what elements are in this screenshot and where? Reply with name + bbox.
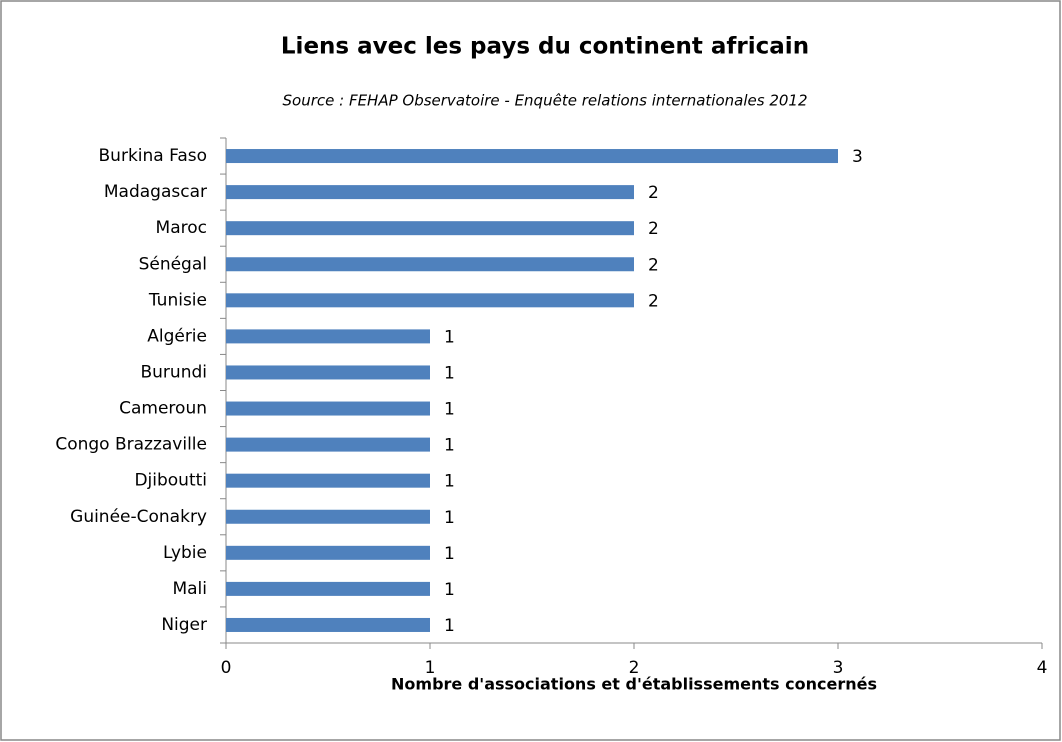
y-tick-label: Congo Brazzaville <box>55 435 207 455</box>
bar <box>226 185 634 200</box>
data-label: 2 <box>648 255 659 275</box>
bar <box>226 149 838 164</box>
bar <box>226 581 430 596</box>
data-label: 1 <box>444 544 455 564</box>
y-tick-label: Guinée-Conakry <box>70 507 207 527</box>
x-tick-label: 3 <box>833 658 844 678</box>
y-tick-label: Sénégal <box>139 254 207 274</box>
y-tick-label: Madagascar <box>104 182 207 202</box>
bar <box>226 617 430 632</box>
bar <box>226 545 430 560</box>
chart-subtitle: Source : FEHAP Observatoire - Enquête re… <box>283 92 808 110</box>
data-label: 2 <box>648 183 659 203</box>
data-label: 1 <box>444 580 455 600</box>
bar <box>226 509 430 524</box>
data-label: 2 <box>648 219 659 239</box>
data-label: 3 <box>852 147 863 167</box>
data-label: 1 <box>444 472 455 492</box>
data-label: 1 <box>444 327 455 347</box>
bar <box>226 473 430 488</box>
y-tick-label: Algérie <box>147 326 207 346</box>
bar <box>226 221 634 236</box>
y-tick-label: Niger <box>161 615 207 635</box>
data-label: 2 <box>648 291 659 311</box>
x-tick-label: 1 <box>425 658 436 678</box>
data-label: 1 <box>444 436 455 456</box>
x-tick-label: 2 <box>629 658 640 678</box>
y-tick-label: Tunisie <box>148 290 207 310</box>
bar <box>226 257 634 272</box>
y-tick-label: Burkina Faso <box>99 146 207 166</box>
bar <box>226 293 634 308</box>
y-tick-label: Mali <box>172 579 207 599</box>
y-tick-label: Djiboutti <box>134 471 207 491</box>
y-tick-label: Lybie <box>163 543 207 563</box>
chart-title: Liens avec les pays du continent africai… <box>281 34 809 60</box>
bar <box>226 365 430 380</box>
data-label: 1 <box>444 400 455 420</box>
x-tick-label: 4 <box>1037 658 1048 678</box>
y-tick-label: Burundi <box>141 362 208 382</box>
bar <box>226 329 430 344</box>
data-label: 1 <box>444 508 455 528</box>
data-label: 1 <box>444 363 455 383</box>
bar <box>226 437 430 452</box>
x-tick-label: 0 <box>221 658 232 678</box>
data-label: 1 <box>444 616 455 636</box>
y-tick-label: Maroc <box>156 218 207 238</box>
bar <box>226 401 430 416</box>
x-axis-label: Nombre d'associations et d'établissement… <box>391 675 877 694</box>
y-tick-label: Cameroun <box>119 399 207 419</box>
